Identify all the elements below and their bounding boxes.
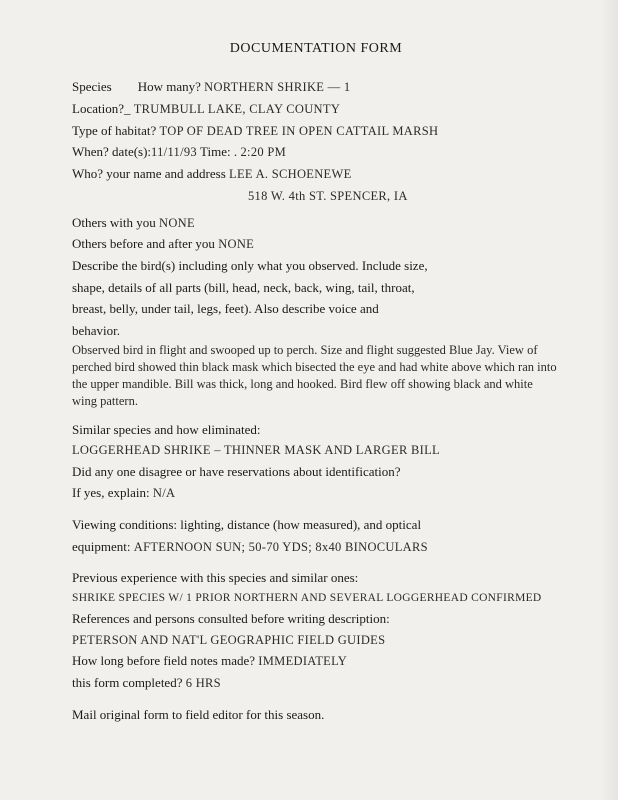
page-title: DOCUMENTATION FORM: [72, 38, 560, 59]
time-label: Time: .: [197, 144, 237, 159]
refs-value: PETERSON AND NAT'L GEOGRAPHIC FIELD GUID…: [72, 631, 560, 650]
who-addr-line: 518 W. 4th ST. SPENCER, IA: [248, 186, 560, 206]
disagree-line: If yes, explain: N/A: [72, 483, 560, 503]
when-date: 11/11/93: [151, 145, 197, 159]
others-with-label: Others with you: [72, 215, 156, 230]
disagree-label-2: If yes, explain:: [72, 485, 150, 500]
species-line: Species How many? NORTHERN SHRIKE — 1: [72, 77, 560, 97]
species-label: Species How many?: [72, 79, 201, 94]
who-line: Who? your name and address LEE A. SCHOEN…: [72, 164, 560, 184]
refs-label: References and persons consulted before …: [72, 609, 560, 629]
location-value: TRUMBULL LAKE, CLAY COUNTY: [134, 102, 340, 116]
viewing-value: AFTERNOON SUN; 50-70 YDS; 8x40 BINOCULAR…: [134, 540, 428, 554]
describe-label-1: Describe the bird(s) including only what…: [72, 256, 560, 276]
howlong-label: How long before field notes made?: [72, 653, 255, 668]
disagree-label-1: Did any one disagree or have reservation…: [72, 462, 560, 482]
formcomp-line: this form completed? 6 HRS: [72, 673, 560, 693]
describe-label-4: behavior.: [72, 323, 120, 338]
others-before-line: Others before and after you NONE: [72, 234, 560, 254]
others-before-label: Others before and after you: [72, 236, 215, 251]
when-label: When? date(s):: [72, 144, 151, 159]
who-addr: 518 W. 4th ST. SPENCER, IA: [248, 189, 408, 203]
describe-value: Observed bird in flight and swooped up t…: [72, 342, 560, 410]
howlong-line: How long before field notes made? IMMEDI…: [72, 651, 560, 671]
viewing-line: equipment: AFTERNOON SUN; 50-70 YDS; 8x4…: [72, 537, 560, 557]
mail-label: Mail original form to field editor for t…: [72, 705, 560, 725]
describe-label-4-line: behavior.: [72, 321, 560, 341]
habitat-label: Type of habitat?: [72, 123, 156, 138]
who-label: Who? your name and address: [72, 166, 226, 181]
formcomp-value: 6 HRS: [186, 676, 221, 690]
who-name: LEE A. SCHOENEWE: [229, 167, 352, 181]
disagree-value: N/A: [153, 486, 175, 500]
similar-label: Similar species and how eliminated:: [72, 420, 560, 440]
when-time: 2:20 PM: [237, 145, 286, 159]
others-with-line: Others with you NONE: [72, 213, 560, 233]
species-value: NORTHERN SHRIKE — 1: [204, 80, 350, 94]
location-label: Location?_: [72, 101, 130, 116]
scan-edge-shadow: [600, 0, 618, 800]
howlong-value: IMMEDIATELY: [258, 654, 347, 668]
when-line: When? date(s):11/11/93 Time: . 2:20 PM: [72, 142, 560, 162]
formcomp-label: this form completed?: [72, 675, 182, 690]
others-before-value: NONE: [218, 237, 254, 251]
viewing-label-2: equipment:: [72, 539, 131, 554]
describe-label-3: breast, belly, under tail, legs, feet). …: [72, 299, 560, 319]
habitat-value: TOP OF DEAD TREE IN OPEN CATTAIL MARSH: [160, 124, 439, 138]
habitat-line: Type of habitat? TOP OF DEAD TREE IN OPE…: [72, 121, 560, 141]
documentation-form-page: DOCUMENTATION FORM Species How many? NOR…: [0, 0, 618, 800]
others-with-value: NONE: [159, 216, 195, 230]
similar-value: LOGGERHEAD SHRIKE – THINNER MASK AND LAR…: [72, 441, 560, 460]
location-line: Location?_ TRUMBULL LAKE, CLAY COUNTY: [72, 99, 560, 119]
describe-label-2: shape, details of all parts (bill, head,…: [72, 278, 560, 298]
prev-value: SHRIKE SPECIES W/ 1 PRIOR NORTHERN AND S…: [72, 590, 560, 607]
viewing-label-1: Viewing conditions: lighting, distance (…: [72, 515, 560, 535]
prev-label: Previous experience with this species an…: [72, 568, 560, 588]
